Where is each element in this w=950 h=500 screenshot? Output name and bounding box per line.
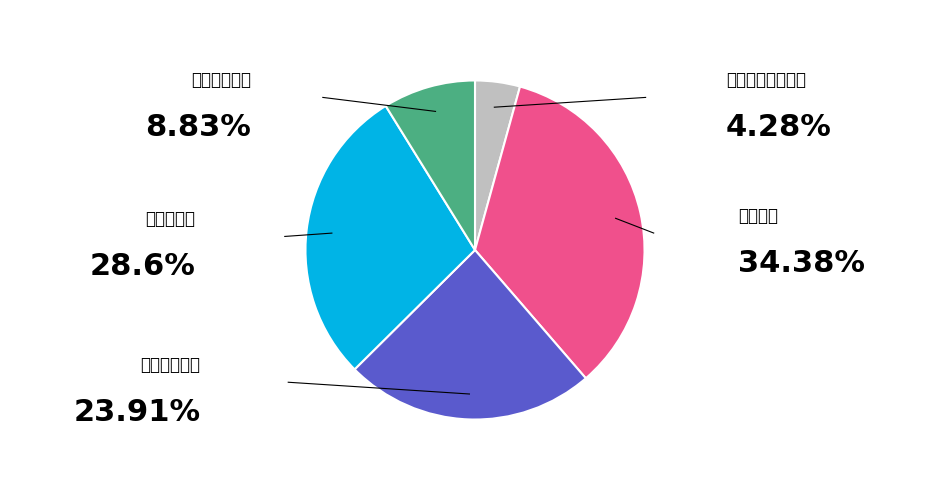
Wedge shape bbox=[354, 250, 586, 420]
Wedge shape bbox=[306, 106, 475, 370]
Text: 個人・その他: 個人・その他 bbox=[141, 356, 200, 374]
Wedge shape bbox=[386, 80, 475, 250]
Text: 外国法人等: 外国法人等 bbox=[145, 210, 196, 228]
Wedge shape bbox=[475, 80, 520, 250]
Text: 8.83%: 8.83% bbox=[145, 114, 251, 142]
Wedge shape bbox=[475, 86, 644, 379]
Text: 4.28%: 4.28% bbox=[726, 114, 832, 142]
Text: 金融機関: 金融機関 bbox=[738, 207, 778, 225]
Text: 34.38%: 34.38% bbox=[738, 249, 864, 278]
Text: 金融商品取引業者: 金融商品取引業者 bbox=[726, 72, 806, 90]
Text: 28.6%: 28.6% bbox=[89, 252, 196, 282]
Text: その他の法人: その他の法人 bbox=[191, 72, 251, 90]
Text: 23.91%: 23.91% bbox=[73, 398, 200, 428]
